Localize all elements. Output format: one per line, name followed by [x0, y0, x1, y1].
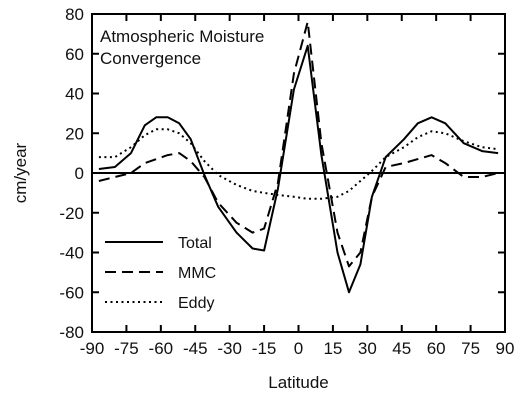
x-tick-label: 90	[496, 339, 515, 358]
x-tick-label: -45	[183, 339, 208, 358]
y-tick-label: 80	[65, 5, 84, 24]
x-tick-label: 30	[358, 339, 377, 358]
x-tick-label: -75	[114, 339, 139, 358]
x-tick-label: -30	[217, 339, 242, 358]
y-tick-label: 60	[65, 45, 84, 64]
legend-label-mmc: MMC	[178, 265, 216, 282]
x-tick-label: -15	[252, 339, 277, 358]
y-tick-label: 20	[65, 124, 84, 143]
x-tick-label: -90	[80, 339, 105, 358]
x-tick-label: 45	[392, 339, 411, 358]
chart-title-line-1: Atmospheric Moisture	[100, 27, 264, 46]
y-tick-label: -80	[59, 323, 84, 342]
y-axis-label: cm/year	[11, 142, 30, 203]
y-tick-label: 40	[65, 85, 84, 104]
series-lines	[98, 20, 499, 294]
chart-title-line-2: Convergence	[100, 49, 201, 68]
x-tick-label: 15	[323, 339, 342, 358]
series-line-mmc	[98, 20, 499, 268]
y-axis-ticks: -80 -60 -40 -20 0 20 40 60 80	[59, 5, 505, 342]
legend-label-eddy: Eddy	[178, 295, 214, 312]
y-tick-label: 0	[75, 164, 84, 183]
legend-label-total: Total	[178, 235, 212, 252]
series-line-total	[98, 44, 499, 294]
x-tick-label: 60	[427, 339, 446, 358]
legend: Total MMC Eddy	[105, 235, 216, 312]
x-tick-label: 75	[461, 339, 480, 358]
x-tick-label: 0	[294, 339, 303, 358]
y-tick-label: -20	[59, 204, 84, 223]
series-line-eddy	[98, 128, 499, 200]
x-axis-ticks: -90 -75 -60 -45 -30 -15 0 15 30 45 60 75 90	[80, 14, 515, 358]
x-axis-label: Latitude	[268, 373, 329, 392]
y-tick-label: -40	[59, 244, 84, 263]
y-tick-label: -60	[59, 283, 84, 302]
x-tick-label: -60	[149, 339, 174, 358]
